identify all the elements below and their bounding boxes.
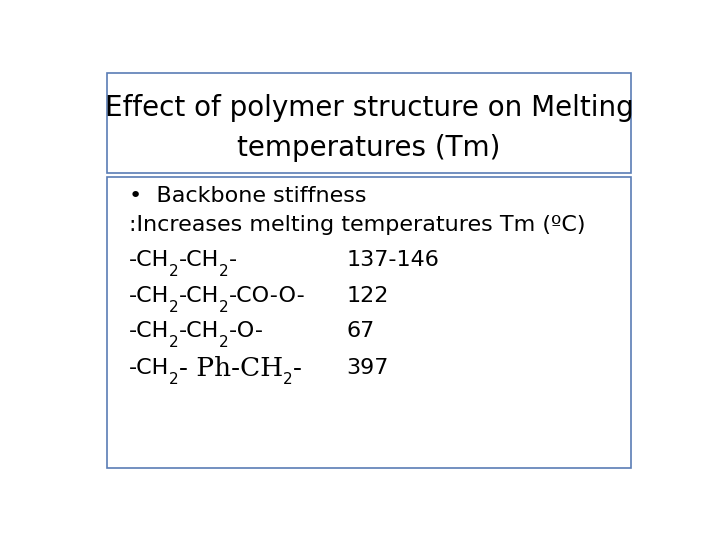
Text: 137-146: 137-146 (347, 250, 439, 270)
Text: -CH: -CH (129, 359, 169, 379)
Text: -CH: -CH (129, 286, 169, 306)
Text: 2: 2 (219, 300, 229, 315)
Text: 2: 2 (169, 300, 179, 315)
Text: -CO-O-: -CO-O- (229, 286, 305, 306)
Text: 2: 2 (169, 265, 179, 279)
Text: 397: 397 (347, 359, 389, 379)
Text: 2: 2 (169, 335, 179, 350)
Text: 67: 67 (347, 321, 375, 341)
Text: -CH: -CH (179, 250, 219, 270)
Text: 2: 2 (219, 335, 229, 350)
Text: 2: 2 (219, 265, 229, 279)
FancyBboxPatch shape (107, 73, 631, 173)
Text: Effect of polymer structure on Melting: Effect of polymer structure on Melting (104, 94, 634, 123)
Text: 2: 2 (169, 373, 179, 388)
Text: -CH: -CH (179, 286, 219, 306)
Text: -CH: -CH (129, 250, 169, 270)
Text: -CH: -CH (179, 321, 219, 341)
Text: •  Backbone stiffness: • Backbone stiffness (129, 186, 366, 206)
Text: temperatures (Tm): temperatures (Tm) (238, 134, 500, 162)
Text: 122: 122 (347, 286, 389, 306)
Text: :Increases melting temperatures Tm (ºC): :Increases melting temperatures Tm (ºC) (129, 215, 585, 235)
Text: 2: 2 (283, 373, 293, 388)
Text: - Ph-CH: - Ph-CH (179, 356, 283, 381)
Text: -O-: -O- (229, 321, 264, 341)
Text: -: - (229, 250, 237, 270)
FancyBboxPatch shape (107, 177, 631, 468)
Text: -: - (293, 356, 302, 381)
Text: -CH: -CH (129, 321, 169, 341)
